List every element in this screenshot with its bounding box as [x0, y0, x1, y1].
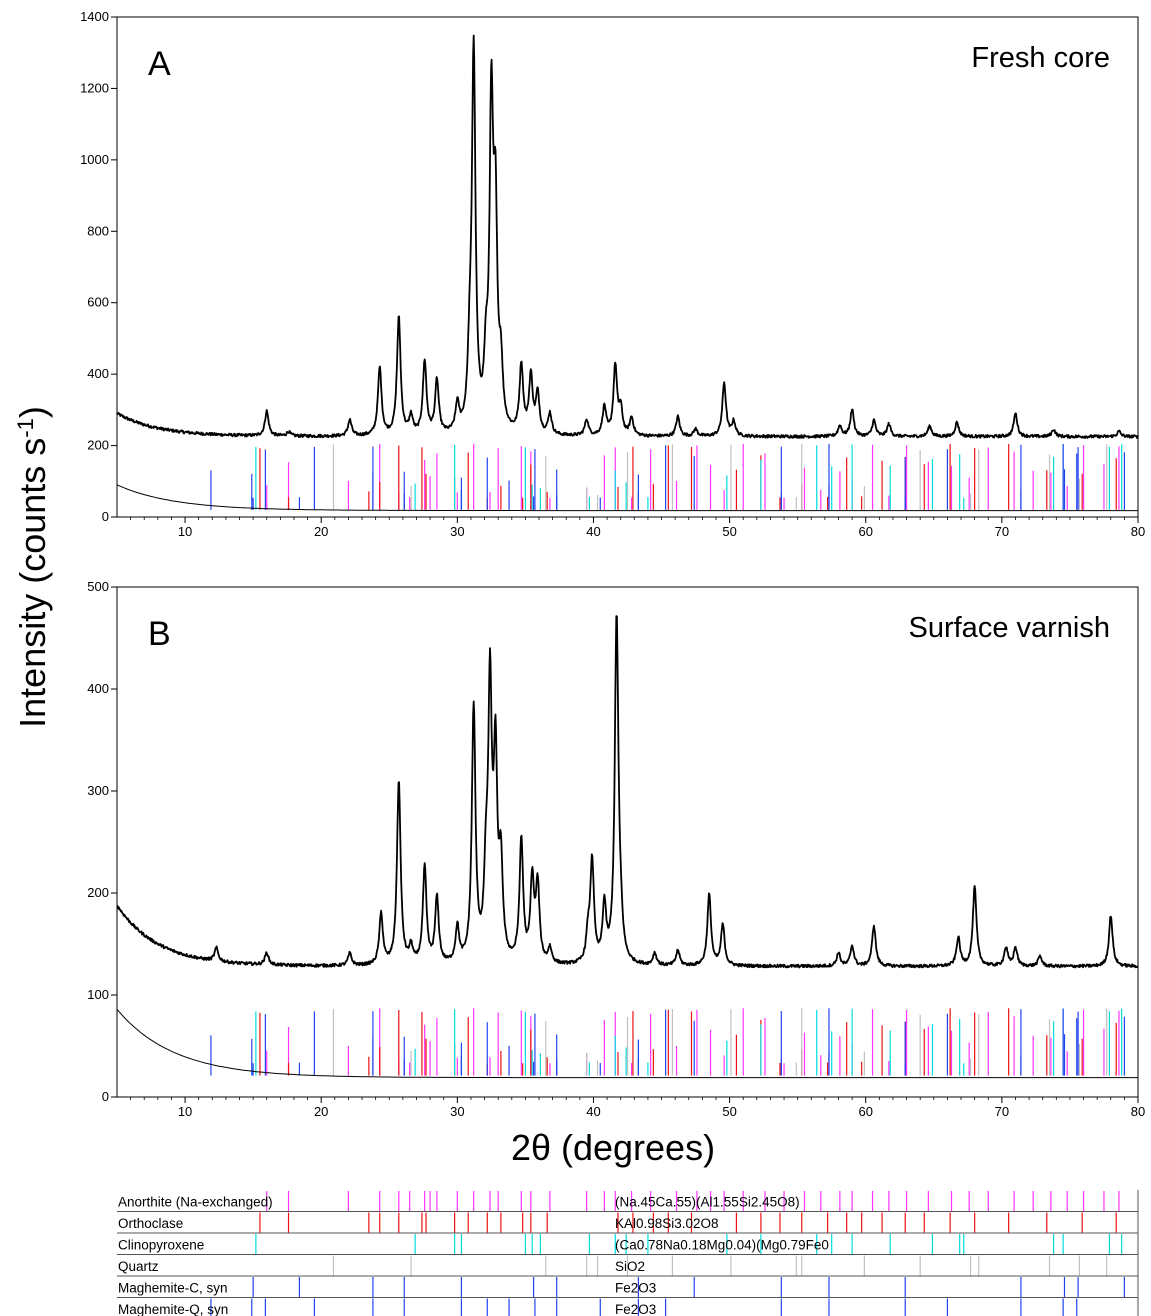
panel-a-y-tick-label-1200: 1200: [80, 80, 109, 95]
phase-row-0: Anorthite (Na-exchanged) (Na.45Ca.55)(Al1…: [117, 1191, 1138, 1212]
phase-row-0-name: Anorthite (Na-exchanged): [118, 1195, 273, 1210]
panel-b-x-tick-label-30: 30: [450, 1104, 464, 1119]
panel-a-y-tick-label-1000: 1000: [80, 152, 109, 167]
panel-a-y-tick-label-1400: 1400: [80, 9, 109, 24]
phase-row-2-formula: (Ca0.78Na0.18Mg0.04)(Mg0.79Fe0: [615, 1238, 829, 1253]
panel-b-axes: 10 20 30 40 50 60 70 80 0 100 200 300 400 500: [87, 579, 1145, 1119]
phase-row-2-name: Clinopyroxene: [118, 1238, 204, 1253]
phase-row-1: Orthoclase KAl0.98Si3.02O8: [117, 1212, 1138, 1234]
panel-b-label: B: [148, 615, 171, 653]
phase-row-5: Maghemite-Q, syn Fe2O3: [118, 1298, 1078, 1316]
panel-a-background-curve: [116, 484, 1138, 512]
reference-phase-legend: Anorthite (Na-exchanged) (Na.45Ca.55)(Al1…: [117, 1190, 1139, 1316]
panel-a-x-tick-label-50: 50: [722, 524, 736, 539]
panel-b-frame: [116, 586, 1139, 1098]
panel-a-axes: 10 20 30 40 50 60 70 80020040060080010001200140…: [80, 9, 1145, 539]
panel-a-x-tick-label-10: 10: [178, 524, 192, 539]
phase-row-1-formula: KAl0.98Si3.02O8: [615, 1216, 719, 1231]
panel-a-x-tick-label-20: 20: [314, 524, 328, 539]
panel-a-y-tick-label-600: 600: [87, 295, 109, 310]
panel-b-title: Surface varnish: [909, 612, 1111, 644]
panel-b-x-tick-label-40: 40: [586, 1104, 600, 1119]
panel-b-sticks: [210, 1008, 1125, 1076]
phase-row-3: Quartz SiO2: [117, 1255, 1138, 1277]
panel-b-y-tick-label-500: 500: [87, 579, 109, 594]
panel-a: 10 20 30 40 50 60 70 80020040060080010001200140…: [80, 9, 1145, 539]
panel-a-y-tick-label-200: 200: [87, 438, 109, 453]
panel-b-y-tick-label-100: 100: [87, 987, 109, 1002]
panel-b-y-tick-label-0: 0: [102, 1089, 109, 1104]
panel-b-x-tick-label-10: 10: [178, 1104, 192, 1119]
phase-row-4-name: Maghemite-C, syn: [118, 1281, 228, 1296]
x-axis-title: 2θ (degrees): [511, 1127, 715, 1168]
panel-a-y-tick-label-400: 400: [87, 366, 109, 381]
panel-a-frame: [116, 16, 1139, 518]
panel-b-pattern-curve: [116, 615, 1139, 969]
panel-a-y-tick-label-800: 800: [87, 223, 109, 238]
phase-row-3-name: Quartz: [118, 1259, 159, 1274]
phase-row-5-name: Maghemite-Q, syn: [118, 1302, 228, 1316]
panel-b-x-tick-label-60: 60: [858, 1104, 872, 1119]
panel-a-x-tick-label-70: 70: [995, 524, 1009, 539]
panel-b-x-tick-label-80: 80: [1131, 1104, 1145, 1119]
panel-a-x-tick-label-60: 60: [858, 524, 872, 539]
panel-b-x-tick-label-70: 70: [995, 1104, 1009, 1119]
panel-b-x-tick-label-50: 50: [722, 1104, 736, 1119]
panel-a-pattern-curve: [116, 34, 1139, 439]
panel-a-x-tick-label-30: 30: [450, 524, 464, 539]
phase-row-4: Maghemite-C, syn Fe2O3: [117, 1277, 1138, 1298]
panel-b-x-tick-label-20: 20: [314, 1104, 328, 1119]
phase-row-4-formula: Fe2O3: [615, 1281, 656, 1296]
phase-row-5-formula: Fe2O3: [615, 1302, 656, 1316]
phase-row-3-formula: SiO2: [615, 1259, 645, 1274]
panel-a-x-tick-label-80: 80: [1131, 524, 1145, 539]
panel-b-background-curve: [116, 1008, 1138, 1079]
panel-a-y-tick-label-0: 0: [102, 509, 109, 524]
panel-a-sticks: [210, 443, 1125, 510]
panel-b-y-tick-label-200: 200: [87, 885, 109, 900]
phase-row-2: Clinopyroxene (Ca0.78Na0.18Mg0.04)(Mg0.79…: [117, 1234, 1138, 1255]
phase-row-1-name: Orthoclase: [118, 1216, 183, 1231]
panel-a-x-tick-label-40: 40: [586, 524, 600, 539]
y-axis-title: Intensity (counts s-1): [12, 406, 53, 728]
panel-b: 10 20 30 40 50 60 70 80 0 100 200 300 400 500 B Surfa…: [87, 579, 1145, 1119]
phase-row-0-formula: (Na.45Ca.55)(Al1.55Si2.45O8): [615, 1195, 800, 1210]
panel-a-label: A: [148, 45, 171, 83]
panel-b-y-tick-label-400: 400: [87, 681, 109, 696]
panel-a-title: Fresh core: [971, 42, 1110, 74]
panel-b-y-tick-label-300: 300: [87, 783, 109, 798]
